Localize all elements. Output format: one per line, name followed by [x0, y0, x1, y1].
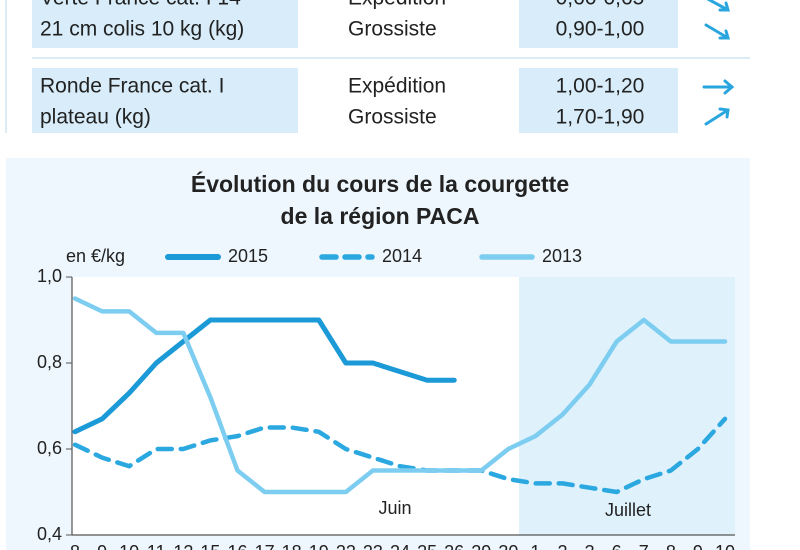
cell-bg	[519, 0, 678, 48]
x-tick-label: 26	[444, 542, 464, 550]
product-name: 21 cm colis 10 kg (kg)	[40, 18, 244, 41]
trend-arrow	[702, 79, 735, 95]
cell-bg	[519, 68, 678, 133]
x-tick-label: 8	[70, 542, 80, 550]
x-tick-label: 9	[97, 542, 107, 550]
cell-bg	[32, 0, 298, 48]
annotation: Juin	[378, 498, 411, 518]
plot: 0,40,60,81,08910111215161718192223242526…	[37, 246, 735, 550]
stage: Grossiste	[348, 18, 437, 41]
y-tick-label: 1,0	[37, 266, 62, 286]
x-tick-label: 8	[666, 542, 676, 550]
x-tick-label: 24	[390, 542, 410, 550]
x-tick-label: 25	[417, 542, 437, 550]
chart-title: de la région PACA	[281, 203, 480, 229]
stage: Expédition	[348, 0, 446, 10]
table: Verte France cat. I 14- 21 cm colis 10 kg…	[40, 0, 644, 129]
annotation: Juillet	[605, 500, 651, 520]
product-name: plateau (kg)	[40, 106, 151, 129]
chart-title: Évolution du cours de la courgette	[191, 170, 569, 197]
series-line	[72, 416, 728, 495]
price: 1,00-1,20	[556, 75, 645, 98]
x-tick-label: 10	[715, 542, 735, 550]
price: 0,90-1,00	[556, 18, 645, 41]
y-axis-label: en €/kg	[66, 246, 125, 266]
trend-arrow	[704, 107, 730, 126]
series-line	[72, 296, 728, 495]
product-name: Ronde France cat. I	[40, 75, 224, 98]
x-tick-label: 16	[227, 542, 247, 550]
x-tick-label: 18	[282, 542, 302, 550]
price: 0,60-0,65	[556, 0, 645, 10]
x-tick-label: 17	[255, 542, 275, 550]
y-tick-label: 0,8	[37, 352, 62, 372]
x-tick-label: 1	[530, 542, 540, 550]
legend-label: 2013	[542, 246, 582, 266]
legend-label: 2015	[228, 246, 268, 266]
x-tick-label: 30	[498, 542, 518, 550]
x-tick-label: 19	[309, 542, 329, 550]
trend-arrow	[706, 0, 730, 12]
x-tick-label: 29	[471, 542, 491, 550]
x-tick-label: 10	[119, 542, 139, 550]
x-tick-label: 3	[585, 542, 595, 550]
x-tick-label: 22	[336, 542, 356, 550]
x-tick-label: 6	[612, 542, 622, 550]
x-tick-label: 15	[200, 542, 220, 550]
stage: Expédition	[348, 75, 446, 98]
july-shading	[519, 277, 735, 535]
x-tick-label: 23	[363, 542, 383, 550]
y-tick-label: 0,6	[37, 438, 62, 458]
x-tick-label: 7	[639, 542, 649, 550]
x-tick-label: 11	[147, 542, 166, 550]
series-line	[72, 317, 457, 435]
x-tick-label: 9	[693, 542, 703, 550]
x-tick-label: 2	[557, 542, 567, 550]
product-name: Verte France cat. I 14-	[40, 0, 248, 10]
stage: Grossiste	[348, 106, 437, 129]
price: 1,70-1,90	[556, 106, 645, 129]
cell-bg	[32, 68, 298, 133]
x-tick-label: 12	[173, 542, 193, 550]
trend-arrow	[704, 23, 730, 40]
y-tick-label: 0,4	[37, 524, 62, 544]
legend-label: 2014	[382, 246, 422, 266]
